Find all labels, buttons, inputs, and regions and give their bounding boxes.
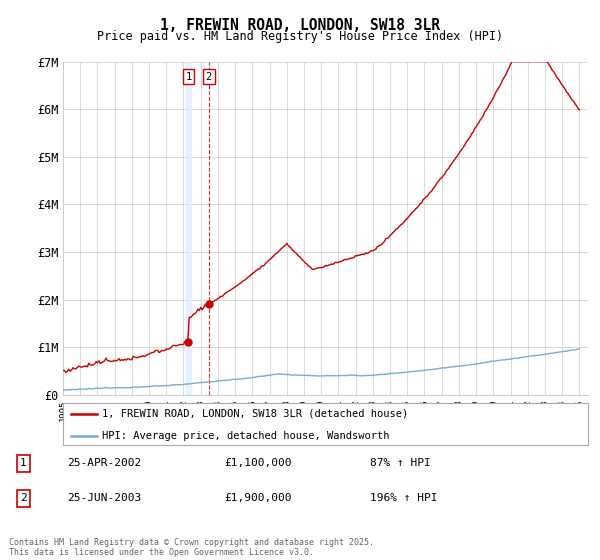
Text: 196% ↑ HPI: 196% ↑ HPI [370, 493, 437, 503]
Text: 1, FREWIN ROAD, LONDON, SW18 3LR: 1, FREWIN ROAD, LONDON, SW18 3LR [160, 18, 440, 33]
Text: HPI: Average price, detached house, Wandsworth: HPI: Average price, detached house, Wand… [103, 431, 390, 441]
Text: £1,900,000: £1,900,000 [224, 493, 292, 503]
Bar [186, 62, 191, 395]
Text: Price paid vs. HM Land Registry's House Price Index (HPI): Price paid vs. HM Land Registry's House … [97, 30, 503, 43]
Text: 25-APR-2002: 25-APR-2002 [67, 459, 142, 468]
Text: 25-JUN-2003: 25-JUN-2003 [67, 493, 142, 503]
Text: 87% ↑ HPI: 87% ↑ HPI [370, 459, 431, 468]
Text: £1,100,000: £1,100,000 [224, 459, 292, 468]
Text: 1: 1 [185, 72, 191, 82]
Text: 1, FREWIN ROAD, LONDON, SW18 3LR (detached house): 1, FREWIN ROAD, LONDON, SW18 3LR (detach… [103, 409, 409, 419]
Text: 2: 2 [20, 493, 27, 503]
Text: 1: 1 [20, 459, 27, 468]
Text: Contains HM Land Registry data © Crown copyright and database right 2025.
This d: Contains HM Land Registry data © Crown c… [9, 538, 374, 557]
Text: 2: 2 [206, 72, 212, 82]
